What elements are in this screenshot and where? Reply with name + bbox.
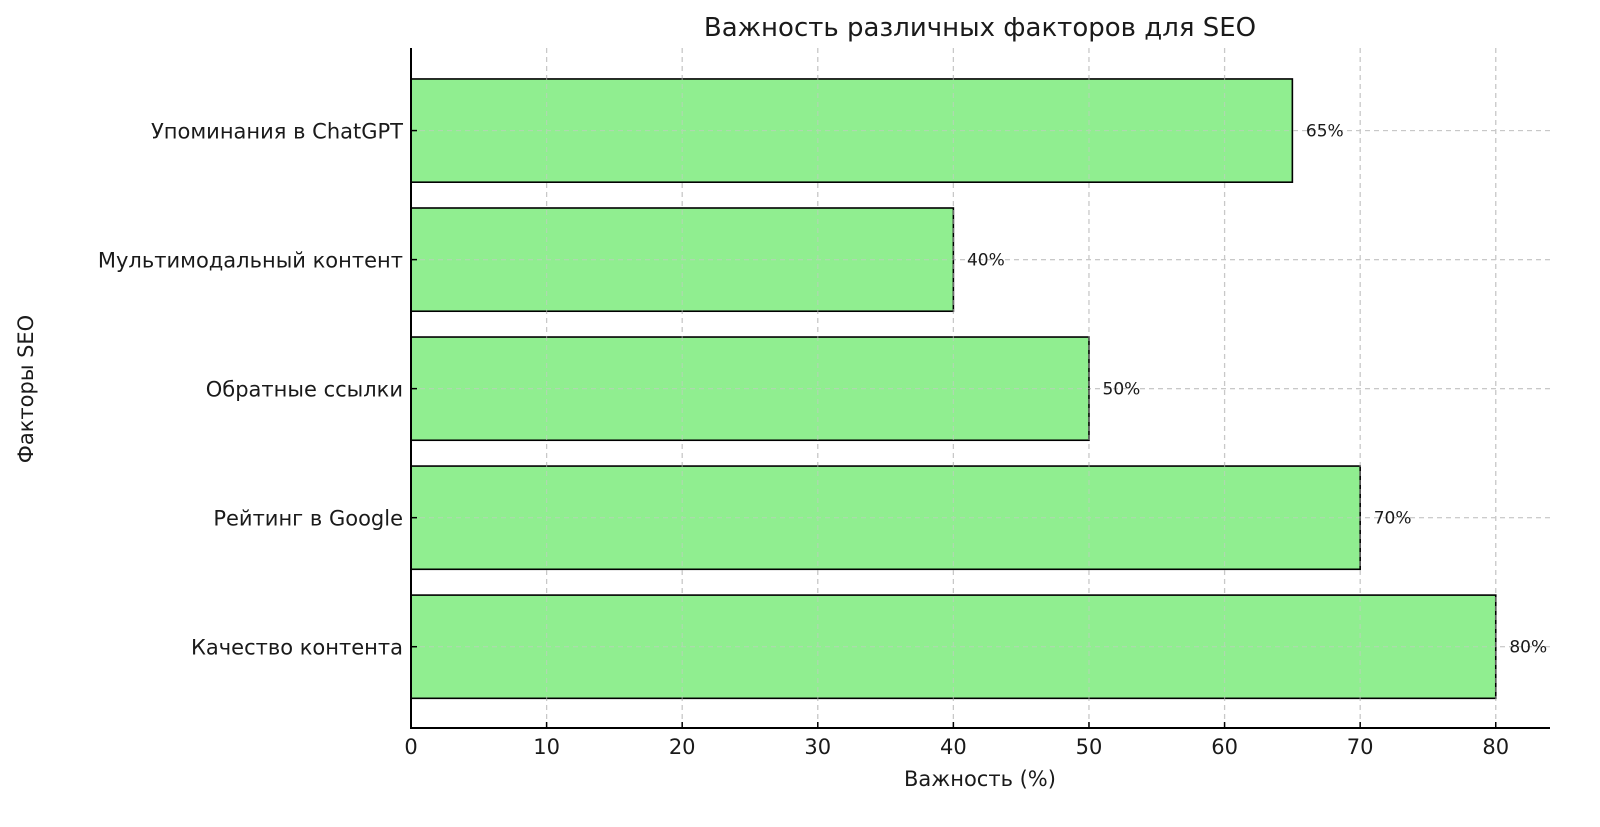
data-label: 65% xyxy=(1306,122,1344,142)
data-label: 50% xyxy=(1103,380,1141,400)
y-axis-label: Факторы SEO xyxy=(14,315,38,463)
x-tick-label: 60 xyxy=(1211,735,1238,759)
axes xyxy=(410,48,1550,729)
y-tick-label: Рейтинг в Google xyxy=(213,507,403,531)
y-tick-label: Мультимодальный контент xyxy=(98,249,403,273)
x-tick-label: 10 xyxy=(533,735,560,759)
data-label: 70% xyxy=(1374,509,1412,529)
x-tick-label: 50 xyxy=(1076,735,1103,759)
x-axis-label: Важность (%) xyxy=(904,767,1056,791)
x-tick-label: 30 xyxy=(804,735,831,759)
chart-title: Важность различных факторов для SEO xyxy=(704,13,1256,43)
data-label: 40% xyxy=(967,251,1005,271)
x-tick-label: 70 xyxy=(1347,735,1374,759)
data-label: 80% xyxy=(1509,638,1547,658)
bar xyxy=(410,336,1090,442)
bar xyxy=(410,465,1361,571)
x-tick-label: 20 xyxy=(669,735,696,759)
y-tick-label: Упоминания в ChatGPT xyxy=(151,120,403,144)
y-tick-label: Обратные ссылки xyxy=(206,378,403,402)
y-tick-label: Качество контента xyxy=(191,636,403,660)
labels: 80% Качество контента 70% Рейтинг в Google 5… xyxy=(98,120,1547,759)
x-tick-label: 80 xyxy=(1482,735,1509,759)
x-tick-label: 40 xyxy=(940,735,967,759)
x-tick-label: 0 xyxy=(404,735,417,759)
grid-overlay xyxy=(410,48,1550,728)
